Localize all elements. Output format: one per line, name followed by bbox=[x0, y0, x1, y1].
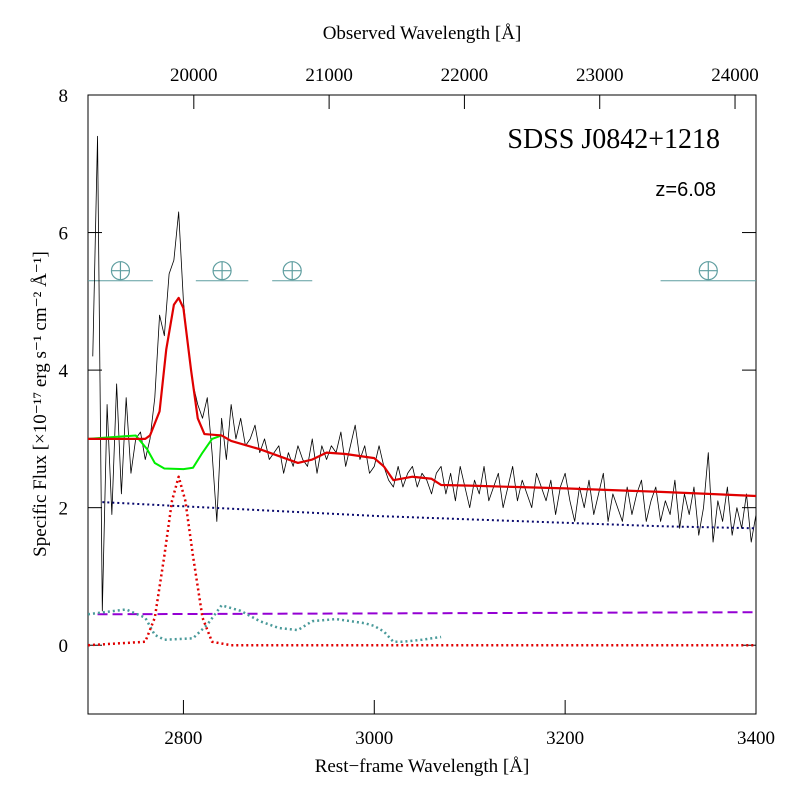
chart-title: SDSS J0842+1218 bbox=[507, 124, 720, 155]
y-tick-label: 6 bbox=[59, 224, 69, 245]
spectrum-line bbox=[88, 434, 222, 471]
y-axis-label: Specific Flux [×10⁻¹⁷ erg s⁻¹ cm⁻² Å⁻¹] bbox=[30, 251, 51, 557]
y-tick-label: 8 bbox=[59, 86, 69, 107]
spectrum-line bbox=[92, 135, 756, 612]
y-tick-label: 4 bbox=[59, 361, 69, 382]
x-tick-label: 2800 bbox=[164, 728, 202, 749]
x2-tick-label: 21000 bbox=[305, 65, 353, 86]
spectrum-line bbox=[97, 611, 756, 616]
plot-frame bbox=[87, 94, 757, 715]
y-tick-label: 2 bbox=[59, 499, 69, 520]
x2-tick-label: 23000 bbox=[576, 65, 624, 86]
redshift-annotation: z=6.08 bbox=[655, 179, 716, 201]
y-tick-label: 0 bbox=[59, 636, 69, 657]
x2-tick-label: 22000 bbox=[441, 65, 489, 86]
x-tick-label: 3200 bbox=[546, 728, 584, 749]
spectrum-line bbox=[88, 475, 756, 647]
x-axis-label: Rest−frame Wavelength [Å] bbox=[315, 756, 530, 777]
spectrum-line bbox=[102, 501, 756, 530]
x2-axis-label: Observed Wavelength [Å] bbox=[323, 23, 522, 44]
spectrum-line bbox=[88, 296, 756, 498]
x2-tick-label: 24000 bbox=[711, 65, 759, 86]
x-tick-label: 3400 bbox=[737, 728, 775, 749]
x2-tick-label: 20000 bbox=[170, 65, 218, 86]
spectrum-line bbox=[88, 604, 442, 644]
x-tick-label: 3000 bbox=[355, 728, 393, 749]
